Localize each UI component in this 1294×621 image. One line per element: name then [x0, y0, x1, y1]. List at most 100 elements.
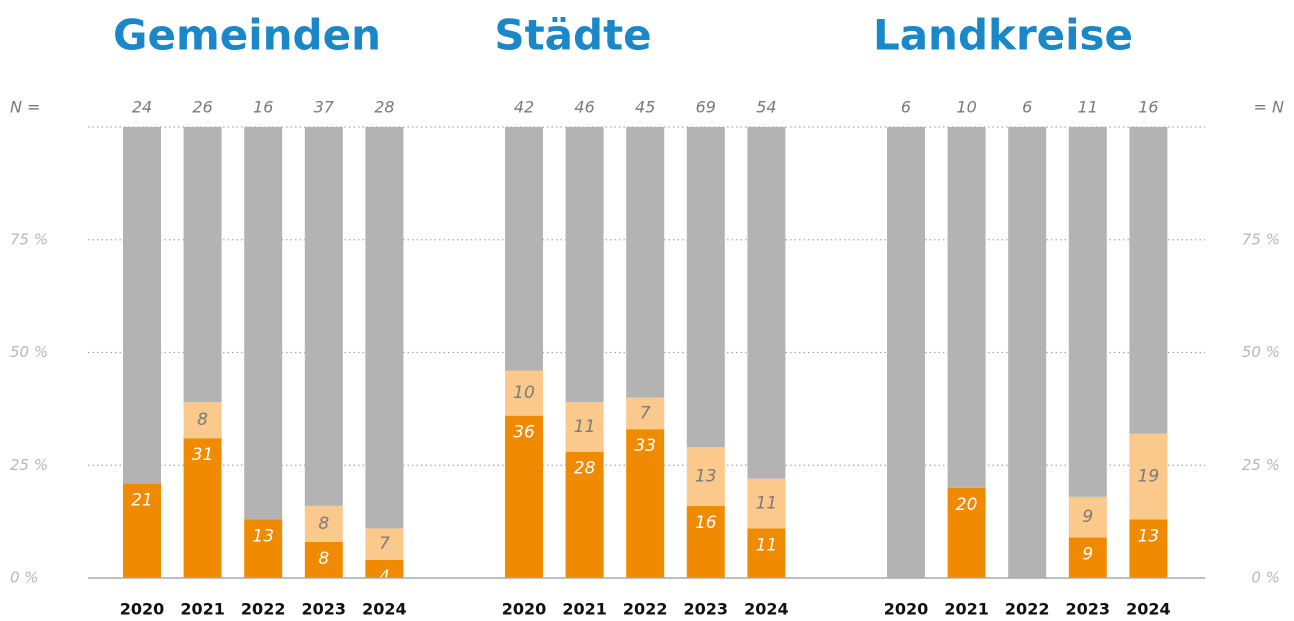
value-label: 4 — [379, 567, 390, 587]
value-label: 8 — [318, 514, 329, 534]
bar-segment — [947, 127, 986, 488]
n-label-right: = N — [1254, 98, 1284, 117]
y-tick-label: 75 % — [1242, 230, 1280, 248]
y-tick-label: 0 % — [1251, 569, 1280, 587]
bar-segment — [626, 127, 665, 398]
bar-segment — [1129, 519, 1168, 578]
bar-segment — [505, 127, 543, 371]
bar-segment — [565, 402, 604, 452]
bar-segment — [304, 127, 343, 506]
value-label: 7 — [640, 403, 651, 423]
bar-segment — [947, 487, 986, 578]
bar-segment — [1068, 127, 1107, 497]
x-tick-label: 2023 — [302, 600, 347, 619]
x-tick-label: 2024 — [744, 600, 789, 619]
y-tick-label: 50 % — [1242, 343, 1280, 361]
value-label: 31 — [192, 445, 214, 465]
bar-segment — [686, 127, 725, 448]
bar-segment — [565, 451, 604, 578]
value-label: 28 — [574, 459, 596, 479]
x-tick-label: 2022 — [241, 600, 286, 619]
value-label: 11 — [756, 535, 778, 555]
bar-segment — [1129, 433, 1168, 520]
x-tick-label: 2021 — [180, 600, 225, 619]
bar-segment — [183, 127, 222, 403]
bar-segment — [747, 478, 786, 529]
value-label: 13 — [252, 526, 274, 546]
x-tick-label: 2021 — [562, 600, 607, 619]
bar-segment — [686, 505, 725, 578]
value-label: 16 — [695, 513, 717, 533]
bar-segment — [304, 505, 343, 542]
x-tick-label: 2020 — [502, 600, 547, 619]
n-label: 42 — [514, 98, 534, 117]
x-tick-label: 2023 — [1066, 600, 1111, 619]
n-label: 16 — [1138, 98, 1158, 117]
value-label: 36 — [513, 423, 535, 443]
x-tick-label: 2024 — [1126, 600, 1171, 619]
panel-title: Städte — [494, 11, 651, 60]
bar-segment — [183, 438, 222, 578]
n-label: 24 — [132, 98, 152, 117]
value-label: 8 — [197, 410, 208, 430]
value-label: 33 — [634, 436, 656, 456]
value-label: 7 — [379, 534, 390, 554]
y-tick-label: 25 % — [1242, 456, 1280, 474]
n-label: 46 — [574, 98, 594, 117]
y-tick-label: 0 % — [10, 569, 39, 587]
x-tick-label: 2024 — [362, 600, 407, 619]
x-tick-label: 2020 — [120, 600, 165, 619]
bar-segment — [123, 127, 161, 484]
n-label-left: N = — [10, 98, 40, 117]
bar-segment — [747, 528, 786, 578]
value-label: 20 — [956, 495, 978, 515]
bar-segment — [747, 127, 786, 479]
bar-segment — [304, 541, 343, 578]
bar-segment — [1068, 496, 1107, 538]
n-label: 16 — [253, 98, 273, 117]
n-label: 6 — [1022, 98, 1032, 117]
value-label: 21 — [131, 490, 153, 510]
x-tick-label: 2021 — [944, 600, 989, 619]
n-label: 69 — [696, 98, 716, 117]
value-label: 8 — [318, 549, 329, 569]
value-label: 10 — [513, 383, 535, 403]
bar-segment — [1129, 127, 1168, 434]
x-tick-label: 2022 — [1005, 600, 1050, 619]
bar-segment — [123, 483, 161, 578]
x-tick-label: 2022 — [623, 600, 668, 619]
bar-segment — [1008, 127, 1047, 578]
value-label: 11 — [574, 417, 596, 437]
panel-title: Gemeinden — [113, 11, 381, 60]
y-tick-label: 50 % — [10, 343, 48, 361]
value-label: 9 — [1082, 544, 1093, 564]
value-label: 9 — [1082, 507, 1093, 527]
y-tick-label: 75 % — [10, 230, 48, 248]
bar-segment — [365, 127, 404, 529]
value-label: 11 — [756, 494, 778, 514]
bar-segment — [686, 447, 725, 506]
n-label: 37 — [314, 98, 335, 117]
bar-segment — [887, 127, 925, 578]
n-label: 10 — [956, 98, 976, 117]
bar-segment — [244, 127, 283, 520]
bar-segment — [626, 397, 665, 430]
panel-title: Landkreise — [873, 11, 1133, 60]
n-label: 11 — [1078, 98, 1098, 117]
n-label: 28 — [374, 98, 394, 117]
bar-segment — [505, 370, 543, 416]
bar-segment — [626, 429, 665, 578]
bar-segment — [565, 127, 604, 403]
bar-segment — [1068, 537, 1107, 578]
n-label: 54 — [756, 98, 776, 117]
n-label: 6 — [901, 98, 911, 117]
value-label: 19 — [1138, 467, 1160, 487]
x-tick-label: 2023 — [684, 600, 729, 619]
bar-segment — [365, 528, 404, 560]
value-label: 13 — [1138, 526, 1160, 546]
n-label: 45 — [635, 98, 655, 117]
x-tick-label: 2020 — [884, 600, 929, 619]
bar-segment — [505, 415, 543, 578]
bar-segment — [244, 519, 283, 578]
